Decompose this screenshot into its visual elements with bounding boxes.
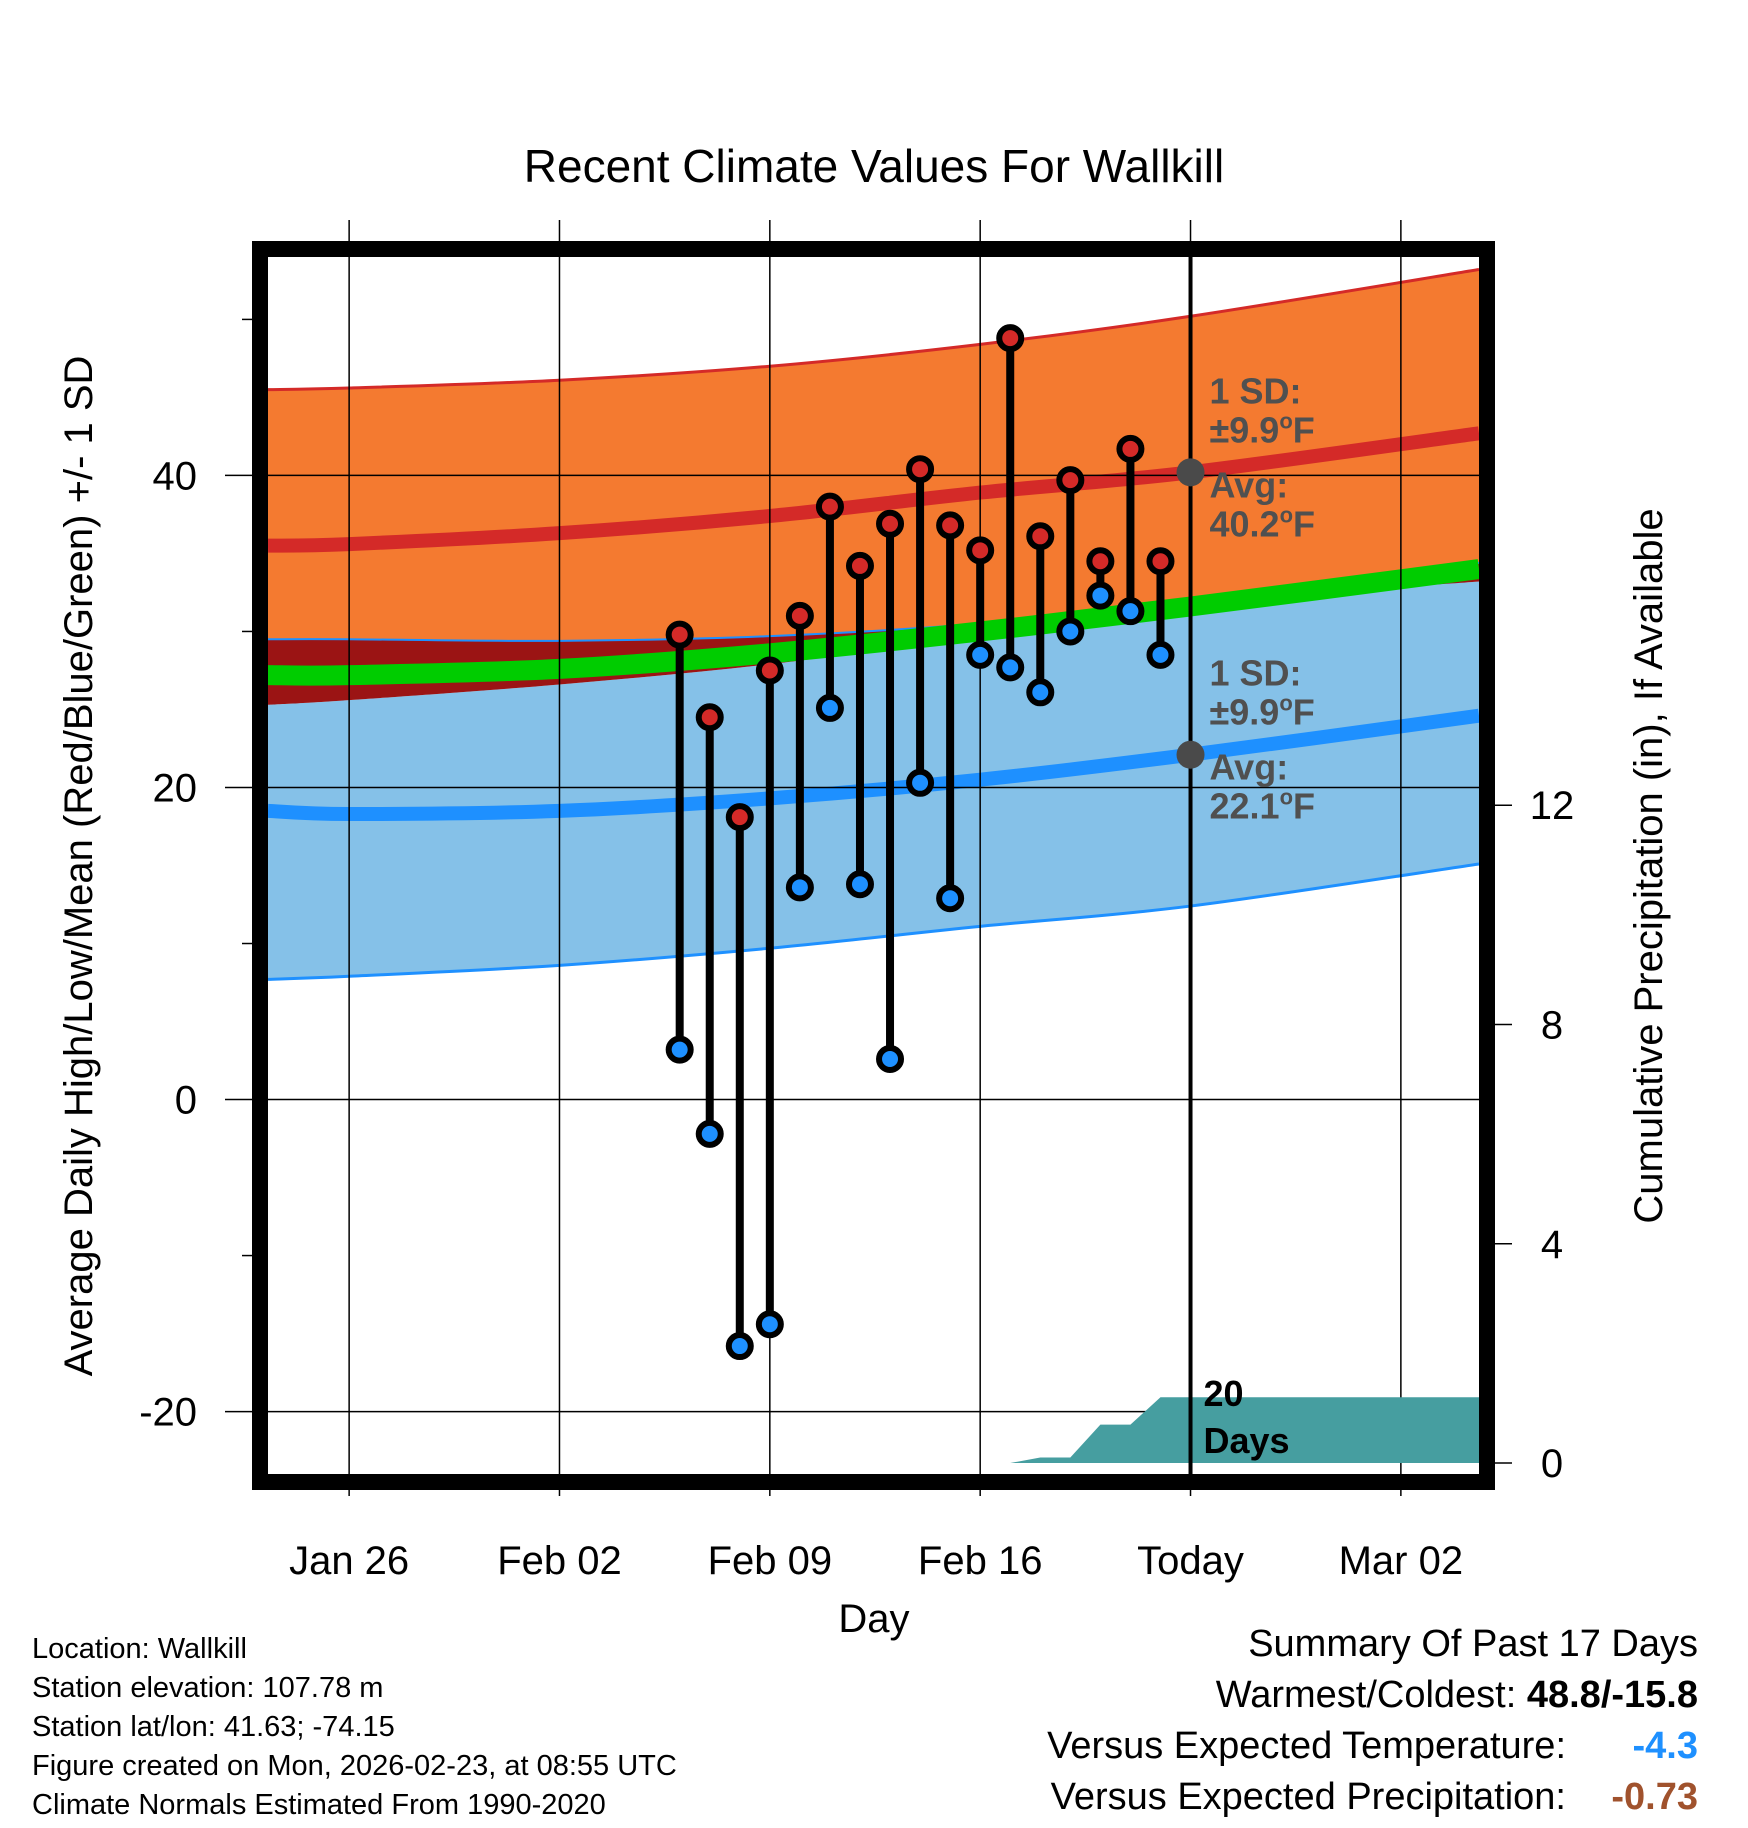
high-sd-value: ±9.9oF [1210,408,1315,450]
x-tick-label: Feb 02 [497,1539,622,1583]
low-normal-marker [1176,740,1205,769]
high-temp-point [996,324,1025,353]
high-temp-point [665,620,694,649]
low-temp-point [695,1119,724,1148]
y2-tick-label: 4 [1541,1223,1563,1267]
low-temp-point [1026,678,1055,707]
x-tick-label: Jan 26 [289,1539,409,1583]
low-sd-value: ±9.9oF [1210,691,1315,733]
high-temp-point [936,511,965,540]
summary-precip-label: Versus Expected Precipitation: [1050,1776,1566,1818]
plot-frame [252,241,1495,1490]
low-lower-edge [268,862,1479,981]
low-temp-point [725,1332,754,1361]
summary-temp-label: Versus Expected Temperature: [1047,1725,1566,1767]
high-avg-value: 40.2oF [1210,502,1316,544]
summary-warm-cold: Warmest/Coldest: 48.8/-15.8 [1216,1670,1698,1720]
low-temp-point [845,870,874,899]
high-temp-point [725,803,754,832]
summary-temp-value: -4.3 [1632,1725,1698,1767]
low-temp-point [1086,581,1115,610]
low-temp-point [936,884,965,913]
x-tick-label: Feb 09 [708,1539,833,1583]
high-temp-point [785,601,814,630]
high-temp-point [906,455,935,484]
high-upper-edge [268,268,1479,392]
high-temp-point [1146,547,1175,576]
precip-days-label: Days [1204,1420,1290,1461]
meta-created: Figure created on Mon, 2026-02-23, at 08… [32,1750,677,1782]
y2-axis-label: Cumulative Precipitation (in), If Availa… [1627,508,1671,1223]
high-temp-point [966,536,995,565]
high-temp-point [845,551,874,580]
precip-area [920,1397,1479,1464]
low-temp-point [906,768,935,797]
high-temp-point [1026,522,1055,551]
low-temp-point [665,1035,694,1064]
low-temp-point [996,653,1025,682]
meta-normals-period: Climate Normals Estimated From 1990-2020 [32,1789,606,1821]
low-temp-point [785,873,814,902]
chart-title: Recent Climate Values For Wallkill [524,140,1224,192]
summary-precip-value: -0.73 [1611,1776,1698,1818]
low-sd-label: 1 SD: [1210,653,1302,694]
y2-tick-label: 0 [1541,1442,1563,1486]
low-temp-point [815,693,844,722]
low-avg-label: Avg: [1210,747,1289,788]
high-temp-point [755,656,784,685]
meta-location: Location: Wallkill [32,1633,247,1665]
low-temp-point [876,1044,905,1073]
high-sd-band [268,269,1479,641]
summary-warm-cold-label: Warmest/Coldest: [1215,1674,1527,1716]
low-temp-point [1116,597,1145,626]
summary-warm-cold-value: 48.8/-15.8 [1526,1674,1698,1716]
high-sd-label: 1 SD: [1210,370,1302,411]
high-temp-point [876,509,905,538]
mean-normal-line [268,559,1479,686]
high-temp-point [1116,434,1145,463]
low-temp-point [966,640,995,669]
low-avg-value: 22.1oF [1210,785,1316,827]
y2-tick-label: 8 [1541,1003,1563,1047]
y-tick-label: 0 [175,1079,197,1123]
high-avg-label: Avg: [1210,464,1289,505]
summary-title: Summary Of Past 17 Days [1248,1623,1698,1665]
meta-latlon: Station lat/lon: 41.63; -74.15 [32,1711,395,1743]
high-temp-point [695,703,724,732]
high-temp-point [1056,466,1085,495]
x-tick-label: Feb 16 [918,1539,1043,1583]
x-tick-label: Today [1137,1539,1244,1583]
y-tick-label: 20 [153,766,198,810]
y2-tick-label: 12 [1530,784,1575,828]
x-tick-label: Mar 02 [1339,1539,1464,1583]
y-axis-label: Average Daily High/Low/Mean (Red/Blue/Gr… [57,356,101,1377]
high-temp-point [815,492,844,521]
low-temp-point [1146,640,1175,669]
high-normal-marker [1176,458,1205,487]
low-temp-point [1056,617,1085,646]
y-tick-label: 40 [153,454,198,498]
low-sd-band [268,581,1479,980]
y-tick-label: -20 [139,1391,197,1435]
x-axis-label: Day [838,1597,909,1641]
high-temp-point [1086,547,1115,576]
precip-days-count: 20 [1204,1373,1244,1414]
low-normal-line [268,708,1479,822]
high-normal-line [268,426,1479,553]
low-temp-point [755,1310,784,1339]
meta-elevation: Station elevation: 107.78 m [32,1672,384,1704]
